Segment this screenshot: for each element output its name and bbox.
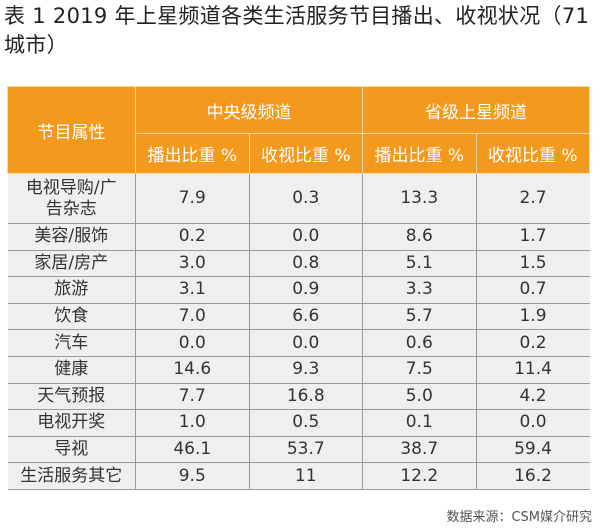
table-cell: 14.6 (135, 356, 249, 384)
table-row: 旅游 3.1 0.9 3.3 0.7 (7, 276, 590, 304)
table-cell: 6.6 (248, 303, 363, 331)
table-cell: 53.7 (248, 436, 363, 464)
group-header-provincial: 省级上星频道 (362, 86, 590, 134)
row-label: 导视 (7, 436, 136, 464)
row-label: 健康 (7, 356, 136, 384)
table-cell: 1.7 (475, 223, 590, 251)
row-label: 生活服务其它 (7, 462, 136, 490)
table-cell: 5.1 (362, 250, 476, 278)
table-cell: 9.3 (248, 356, 363, 384)
table-cell: 11 (248, 462, 363, 490)
table-cell: 2.7 (475, 173, 590, 224)
table-cell: 1.9 (475, 303, 590, 331)
table-cell: 0.1 (362, 409, 476, 437)
table-cell: 7.0 (135, 303, 249, 331)
table-cell: 16.8 (248, 383, 363, 411)
table-cell: 13.3 (362, 173, 476, 224)
table-row: 汽车 0.0 0.0 0.6 0.2 (7, 329, 590, 357)
table-cell: 7.7 (135, 383, 249, 411)
data-table: 节目属性 中央级频道 省级上星频道 播出比重 % 收视比重 % 播出比重 % 收… (7, 86, 590, 490)
table-cell: 8.6 (362, 223, 476, 251)
table-row: 生活服务其它 9.5 11 12.2 16.2 (7, 462, 590, 490)
row-label: 电视导购/广告杂志 (7, 173, 136, 224)
table-cell: 46.1 (135, 436, 249, 464)
table-cell: 9.5 (135, 462, 249, 490)
table-cell: 0.0 (248, 223, 363, 251)
table-cell: 59.4 (475, 436, 590, 464)
table-cell: 5.7 (362, 303, 476, 331)
row-label: 饮食 (7, 303, 136, 331)
row-label: 家居/房产 (7, 250, 136, 278)
row-label: 旅游 (7, 276, 136, 304)
table-row: 电视导购/广告杂志 7.9 0.3 13.3 2.7 (7, 173, 590, 224)
table-cell: 0.0 (135, 329, 249, 357)
table-cell: 12.2 (362, 462, 476, 490)
table-cell: 3.0 (135, 250, 249, 278)
table-cell: 3.1 (135, 276, 249, 304)
table-cell: 0.2 (135, 223, 249, 251)
table-row: 天气预报 7.7 16.8 5.0 4.2 (7, 383, 590, 411)
table-cell: 38.7 (362, 436, 476, 464)
table-row: 家居/房产 3.0 0.8 5.1 1.5 (7, 250, 590, 278)
table-title: 表 1 2019 年上星频道各类生活服务节目播出、收视状况（71 城市） (4, 4, 590, 57)
table-cell: 3.3 (362, 276, 476, 304)
table-cell: 0.9 (248, 276, 363, 304)
table-cell: 11.4 (475, 356, 590, 384)
table-row: 健康 14.6 9.3 7.5 11.4 (7, 356, 590, 384)
table-cell: 1.0 (135, 409, 249, 437)
table-cell: 1.5 (475, 250, 590, 278)
table-cell: 0.8 (248, 250, 363, 278)
subheader: 播出比重 % (135, 133, 250, 174)
table-row: 饮食 7.0 6.6 5.7 1.9 (7, 303, 590, 331)
row-label: 电视开奖 (7, 409, 136, 437)
row-label: 天气预报 (7, 383, 136, 411)
table-cell: 0.6 (362, 329, 476, 357)
subheader: 播出比重 % (362, 133, 477, 174)
table-row: 电视开奖 1.0 0.5 0.1 0.0 (7, 409, 590, 437)
subheader: 收视比重 % (475, 133, 590, 174)
table-cell: 0.2 (475, 329, 590, 357)
table-cell: 0.5 (248, 409, 363, 437)
table-cell: 0.0 (475, 409, 590, 437)
row-label: 汽车 (7, 329, 136, 357)
table-cell: 5.0 (362, 383, 476, 411)
table-cell: 0.3 (248, 173, 363, 224)
table-row: 美容/服饰 0.2 0.0 8.6 1.7 (7, 223, 590, 251)
row-header: 节目属性 (7, 86, 136, 174)
table-cell: 7.9 (135, 173, 249, 224)
table-cell: 4.2 (475, 383, 590, 411)
table-cell: 0.7 (475, 276, 590, 304)
row-label: 美容/服饰 (7, 223, 136, 251)
group-header-central: 中央级频道 (135, 86, 363, 134)
data-source: 数据来源：CSM媒介研究 (446, 510, 592, 525)
subheader: 收视比重 % (248, 133, 363, 174)
table-row: 导视 46.1 53.7 38.7 59.4 (7, 436, 590, 464)
table-cell: 7.5 (362, 356, 476, 384)
table-cell: 0.0 (248, 329, 363, 357)
table-cell: 16.2 (475, 462, 590, 490)
